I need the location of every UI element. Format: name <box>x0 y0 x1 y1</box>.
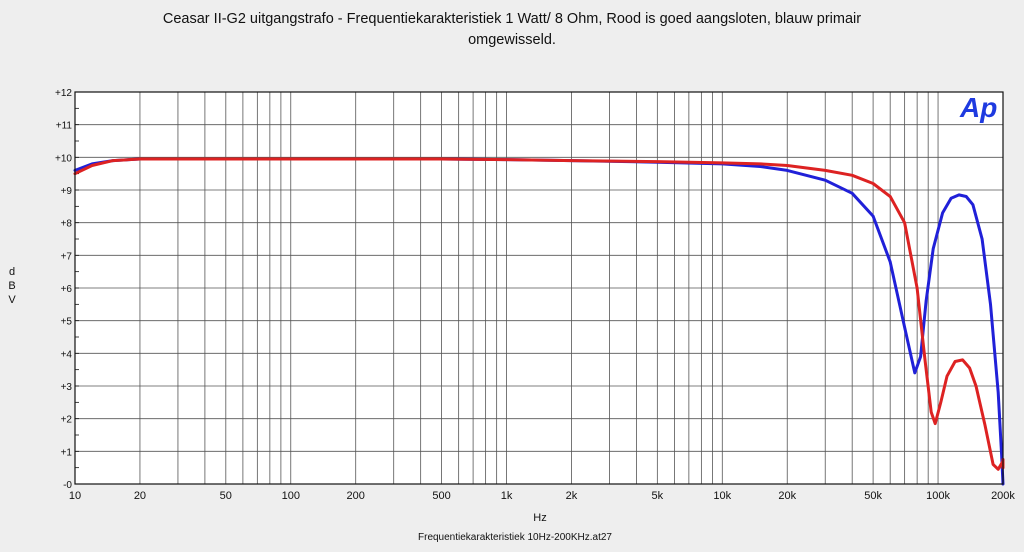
x-tick-label: 1k <box>501 490 513 502</box>
x-axis-label: Hz <box>533 512 546 524</box>
y-tick-label: -0 <box>63 480 72 491</box>
y-tick-label: +2 <box>61 415 73 426</box>
y-axis-label-char: V <box>8 294 16 306</box>
y-tick-label: +5 <box>61 317 73 328</box>
x-tick-label: 20k <box>778 490 796 502</box>
x-tick-label: 2k <box>566 490 578 502</box>
x-tick-label: 200 <box>347 490 365 502</box>
y-tick-label: +10 <box>55 153 72 164</box>
y-tick-label: +11 <box>56 121 73 132</box>
y-tick-label: +12 <box>55 88 72 99</box>
x-tick-label: 10k <box>713 490 731 502</box>
y-axis-label: dBV <box>8 266 16 306</box>
x-tick-label: 5k <box>652 490 664 502</box>
y-tick-label: +4 <box>61 349 73 360</box>
chart-title-line1: Ceasar II-G2 uitgangstrafo - Frequentiek… <box>162 11 862 27</box>
y-tick-label: +8 <box>61 219 73 230</box>
chart-title-line2: omgewisseld. <box>468 32 556 48</box>
x-tick-label: 100 <box>282 490 300 502</box>
y-axis-label-char: B <box>8 280 15 292</box>
y-tick-labels: +12 +11 +10 +9 +8 +7 +6 +5 +4 +3 +2 +1 -0 <box>55 88 72 491</box>
x-tick-label: 50 <box>220 490 232 502</box>
y-tick-label: +1 <box>61 447 73 458</box>
y-axis-label-char: d <box>9 266 15 278</box>
y-tick-label: +6 <box>61 284 73 295</box>
x-tick-label: 50k <box>864 490 882 502</box>
x-tick-label: 100k <box>926 490 950 502</box>
y-tick-label: +7 <box>61 251 73 262</box>
y-tick-label: +9 <box>61 186 73 197</box>
chart-footer: Frequentiekarakteristiek 10Hz-200KHz.at2… <box>418 532 612 543</box>
ap-logo: Ap <box>959 92 997 123</box>
x-tick-label: 20 <box>134 490 146 502</box>
plot-frame <box>74 91 1004 485</box>
x-tick-label: 10 <box>69 490 81 502</box>
series-layer <box>73 157 1005 486</box>
x-tick-label: 500 <box>432 490 450 502</box>
y-tick-label: +3 <box>61 382 73 393</box>
series-line-red <box>73 157 1005 471</box>
x-tick-label: 200k <box>991 490 1015 502</box>
x-tick-labels: 10 20 50 100 200 500 1k 2k 5k 10k 20k 50k 100k 200k <box>69 490 1016 502</box>
